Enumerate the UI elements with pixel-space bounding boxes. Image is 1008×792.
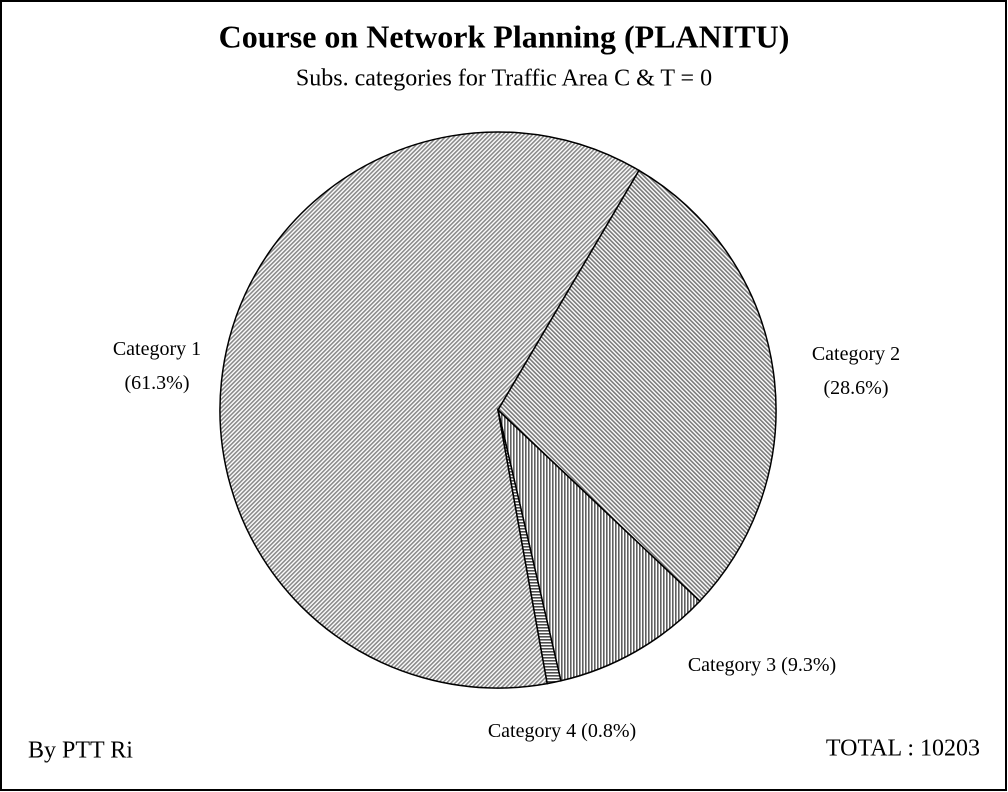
- total-note: TOTAL : 10203: [826, 736, 980, 762]
- category-label: Category 4: [488, 720, 576, 742]
- value-label: (9.3%): [781, 654, 836, 676]
- pie-slice: [497, 169, 777, 603]
- chart-subtitle: Subs. categories for Traffic Area C & T …: [296, 66, 712, 92]
- value-label: (61.3%): [125, 372, 190, 394]
- value-label: (0.8%): [581, 720, 636, 742]
- author-note: By PTT Ri: [28, 738, 133, 764]
- pie-slice: [497, 409, 562, 685]
- chart-title: Course on Network Planning (PLANITU): [219, 18, 790, 54]
- pie-slice: [219, 131, 641, 689]
- slice-label: Category 4 (0.8%): [488, 720, 636, 742]
- category-label: Category 2: [812, 343, 900, 365]
- slice-label: Category 1 (61.3%): [113, 338, 201, 394]
- value-label: (28.6%): [824, 377, 889, 399]
- category-label: Category 3: [688, 654, 776, 676]
- slice-label: Category 3 (9.3%): [688, 654, 836, 676]
- slice-label: Category 2 (28.6%): [812, 343, 900, 399]
- category-label: Category 1: [113, 338, 201, 360]
- pie-slice: [496, 407, 701, 682]
